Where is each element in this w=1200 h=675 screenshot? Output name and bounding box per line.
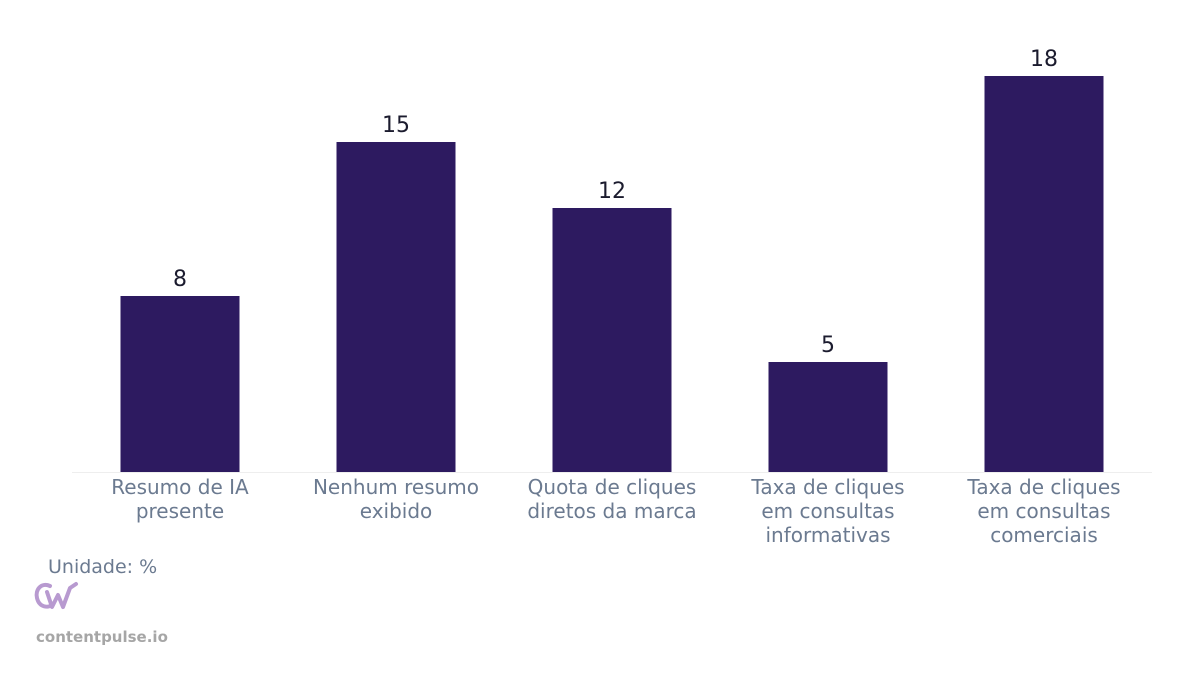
source-site: contentpulse.io [36, 628, 168, 646]
bar-4 [984, 76, 1104, 472]
value-label-3: 5 [821, 333, 835, 358]
x-tick-label-0: Resumo de IA presente [111, 475, 249, 523]
value-label-2: 12 [598, 179, 626, 204]
x-tick-label-1: Nenhum resumo exibido [312, 475, 480, 523]
x-tick-label-3: Taxa de cliques em consultas informativa… [751, 475, 905, 547]
value-label-1: 15 [382, 113, 410, 138]
x-tick-label-2: Quota de cliques diretos da marca [527, 475, 697, 523]
bar-2 [552, 208, 672, 472]
value-label-0: 8 [173, 267, 187, 292]
bar-3 [768, 362, 888, 472]
bar-0 [120, 296, 240, 472]
cw-logo-icon [33, 580, 83, 618]
x-tick-label-4: Taxa de cliques em consultas comerciais [967, 475, 1121, 547]
bar-1 [336, 142, 456, 472]
value-labels-group: 8 15 12 5 18 [173, 47, 1058, 358]
bars-group [120, 76, 1104, 472]
value-label-4: 18 [1030, 47, 1058, 72]
unit-label: Unidade: % [48, 556, 158, 578]
